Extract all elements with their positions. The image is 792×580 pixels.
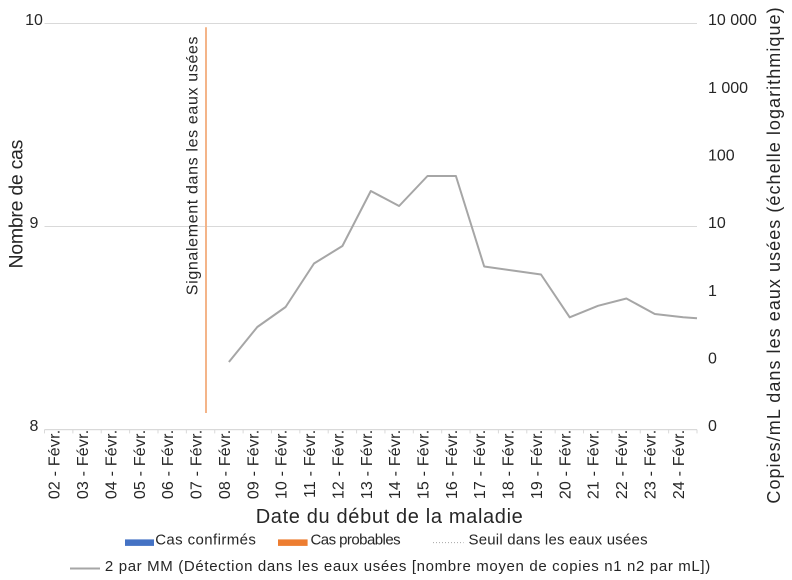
svg-text:100: 100 bbox=[708, 147, 735, 164]
svg-text:Cas confirmés: Cas confirmés bbox=[155, 532, 256, 549]
svg-text:10 000: 10 000 bbox=[708, 12, 757, 29]
svg-text:12 - Févr.: 12 - Févr. bbox=[330, 430, 347, 500]
svg-text:06 - Févr.: 06 - Févr. bbox=[160, 430, 177, 500]
svg-text:14 - Févr.: 14 - Févr. bbox=[387, 430, 404, 500]
svg-text:19 - Févr.: 19 - Févr. bbox=[529, 430, 546, 500]
svg-text:Cas probables: Cas probables bbox=[311, 532, 401, 549]
svg-text:10: 10 bbox=[708, 215, 726, 232]
svg-text:22 - Févr.: 22 - Févr. bbox=[614, 430, 631, 500]
svg-text:17 - Févr.: 17 - Févr. bbox=[472, 430, 489, 500]
svg-text:02 - Févr.: 02 - Févr. bbox=[47, 430, 64, 500]
svg-text:9: 9 bbox=[30, 215, 39, 232]
svg-text:18 - Févr.: 18 - Févr. bbox=[501, 430, 518, 500]
svg-text:Date du début de la maladie: Date du début de la maladie bbox=[256, 506, 524, 528]
svg-text:8: 8 bbox=[30, 418, 39, 435]
svg-text:21 - Févr.: 21 - Févr. bbox=[586, 430, 603, 500]
svg-text:10 - Févr.: 10 - Févr. bbox=[274, 430, 291, 500]
svg-text:0: 0 bbox=[708, 350, 717, 367]
svg-text:08 - Févr.: 08 - Févr. bbox=[217, 430, 234, 500]
svg-text:16 - Févr.: 16 - Févr. bbox=[444, 430, 461, 500]
svg-text:15 - Févr.: 15 - Févr. bbox=[415, 430, 432, 500]
svg-text:20 - Févr.: 20 - Févr. bbox=[557, 430, 574, 500]
svg-text:2 par MM (Détection dans les e: 2 par MM (Détection dans les eaux usées … bbox=[105, 558, 711, 575]
svg-text:04 - Févr.: 04 - Févr. bbox=[103, 430, 120, 500]
svg-text:23 - Févr.: 23 - Févr. bbox=[642, 430, 659, 500]
svg-text:0: 0 bbox=[708, 418, 717, 435]
svg-text:03 - Févr.: 03 - Févr. bbox=[75, 430, 92, 500]
svg-text:10: 10 bbox=[25, 12, 43, 29]
svg-text:Nombre de cas: Nombre de cas bbox=[6, 139, 28, 268]
svg-text:07 - Févr.: 07 - Févr. bbox=[189, 430, 206, 500]
svg-text:09 - Févr.: 09 - Févr. bbox=[245, 430, 262, 500]
svg-text:05 - Févr.: 05 - Févr. bbox=[132, 430, 149, 500]
svg-text:24 - Févr.: 24 - Févr. bbox=[671, 430, 688, 500]
svg-text:11 - Févr.: 11 - Févr. bbox=[302, 430, 319, 498]
svg-text:1 000: 1 000 bbox=[708, 80, 748, 97]
svg-text:1: 1 bbox=[708, 283, 717, 300]
svg-text:Seuil dans les eaux usées: Seuil dans les eaux usées bbox=[469, 532, 648, 549]
svg-text:Copies/mL dans les eaux usées: Copies/mL dans les eaux usées (échelle l… bbox=[764, 6, 784, 503]
svg-text:Signalement dans les eaux usée: Signalement dans les eaux usées bbox=[185, 36, 202, 295]
svg-text:13 - Févr.: 13 - Févr. bbox=[359, 430, 376, 500]
